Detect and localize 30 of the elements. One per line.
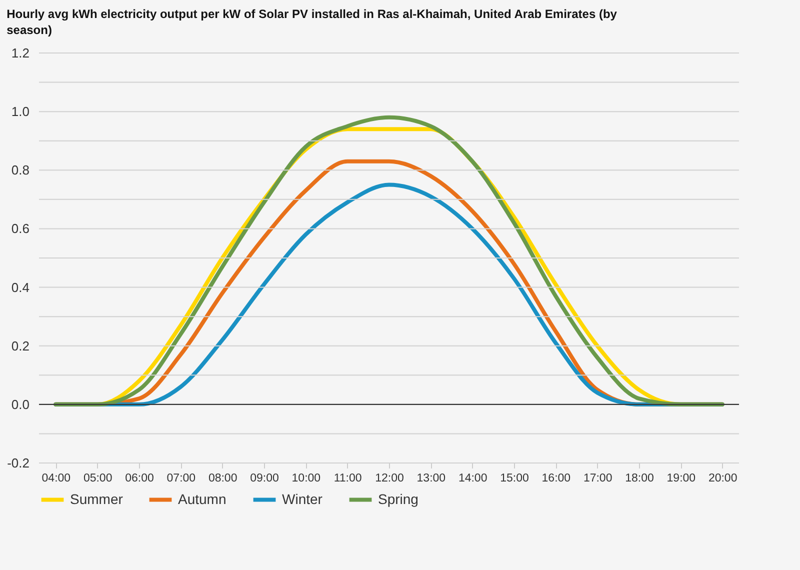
x-tick-label: 19:00 bbox=[666, 472, 696, 484]
x-tick-label: 06:00 bbox=[125, 472, 154, 484]
x-tick-label: 17:00 bbox=[583, 472, 612, 484]
y-tick-label: 0.6 bbox=[11, 221, 30, 236]
y-tick-label: 1.2 bbox=[11, 46, 30, 60]
x-tick-label: 04:00 bbox=[42, 472, 71, 484]
x-tick-label: 16:00 bbox=[542, 472, 571, 484]
y-tick-label: -0.2 bbox=[7, 456, 30, 470]
x-tick-label: 10:00 bbox=[292, 472, 321, 484]
x-tick-label: 09:00 bbox=[250, 472, 279, 484]
x-tick-label: 05:00 bbox=[83, 472, 112, 484]
legend-label: Autumn bbox=[178, 490, 226, 507]
x-tick-label: 15:00 bbox=[500, 472, 529, 484]
x-tick-label: 14:00 bbox=[458, 472, 488, 484]
y-tick-label: 0.4 bbox=[11, 280, 30, 295]
legend-label: Summer bbox=[70, 490, 124, 507]
legend-label: Winter bbox=[282, 490, 323, 507]
x-tick-label: 18:00 bbox=[625, 472, 654, 484]
legend-label: Spring bbox=[378, 490, 418, 507]
x-tick-label: 12:00 bbox=[375, 472, 404, 484]
y-tick-label: 1.0 bbox=[11, 104, 30, 120]
x-tick-label: 20:00 bbox=[708, 472, 738, 484]
x-tick-label: 13:00 bbox=[416, 472, 446, 484]
chart-title: Hourly avg kWh electricity output per kW of Solar PV installed in Ras al-Khaimah, United Arab Emirates (by season) bbox=[6, 7, 618, 37]
x-tick-label: 08:00 bbox=[208, 472, 238, 484]
y-tick-label: 0.8 bbox=[11, 162, 30, 178]
y-tick-label: 0.0 bbox=[11, 396, 30, 412]
y-tick-label: 0.2 bbox=[11, 338, 30, 354]
x-tick-label: 11:00 bbox=[334, 472, 362, 484]
x-tick-label: 07:00 bbox=[166, 472, 196, 484]
